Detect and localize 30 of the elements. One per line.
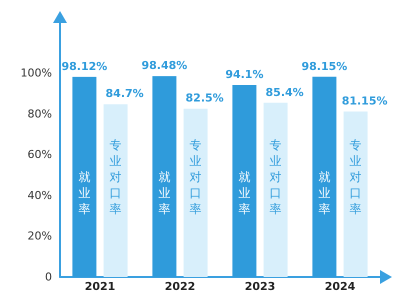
data-label: 98.15% [301, 60, 348, 73]
text: 专业对口率 [190, 138, 202, 216]
data-label: 94.1% [225, 68, 264, 82]
data-label: 82.5% [186, 92, 224, 105]
bar [184, 108, 208, 277]
bar [104, 104, 128, 277]
data-label: 84.7% [106, 87, 144, 100]
data-label: 98.48% [141, 59, 188, 72]
text: 就业率 [158, 170, 170, 216]
bar [264, 102, 288, 277]
bar [344, 111, 368, 277]
text: 专业对口率 [350, 138, 362, 216]
series-label: 专业对口率 [110, 138, 122, 216]
x-tick-label: 2023 [244, 280, 276, 293]
text: 专业对口率 [270, 138, 282, 216]
data-label: 85.4% [266, 86, 304, 99]
y-tick-label: 0 [45, 270, 52, 284]
y-tick-label: 60% [28, 148, 52, 162]
y-tick-label: 80% [28, 107, 52, 120]
y-tick-label: 40% [28, 188, 52, 202]
y-tick-label: 100% [20, 66, 52, 80]
text: 就业率 [78, 170, 90, 216]
data-label: 81.15% [342, 94, 388, 108]
x-tick-label: 2022 [164, 280, 196, 293]
x-tick-label: 2024 [324, 280, 356, 293]
series-label: 就业率 [238, 170, 250, 216]
text: 就业率 [318, 170, 330, 216]
y-tick-label: 20% [28, 230, 52, 243]
x-tick-label: 2021 [84, 280, 116, 293]
data-label: 98.12% [61, 60, 108, 73]
